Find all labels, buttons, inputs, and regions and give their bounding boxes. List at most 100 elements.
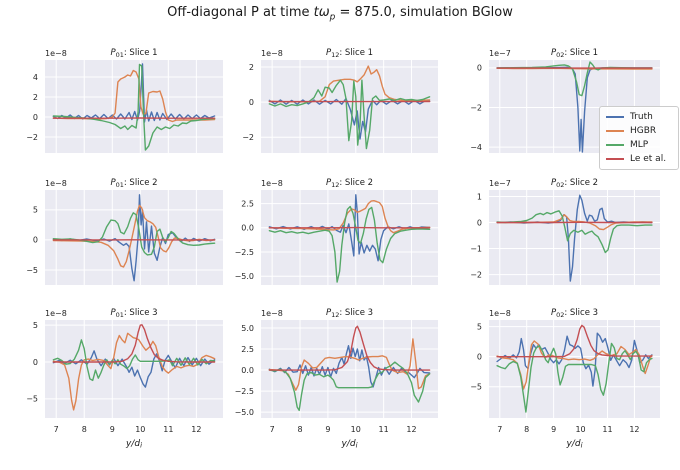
subplot-title: P12: Slice 2: [326, 178, 373, 189]
y-tick-label: 0: [477, 64, 482, 73]
plot-lines: [268, 65, 431, 150]
series-line-le: [496, 324, 653, 358]
legend-label-truth: Truth: [630, 112, 653, 122]
axes-background: [45, 190, 223, 285]
legend-line-icon-le: [606, 158, 624, 160]
figure-title-post: = 875.0, simulation BGlow: [335, 5, 513, 20]
x-tick-label: 12: [629, 425, 639, 434]
series-line-hgbr: [268, 65, 431, 103]
subplot-p12-slice2: 2.5 0.0 −2.5 −5.0 1e−8 P12: Slice 2: [235, 178, 438, 285]
y-tick-label: −2.5: [235, 387, 254, 396]
legend-label-mlp: MLP: [630, 140, 649, 150]
figure-title-sub: p: [329, 12, 336, 23]
y-tick-label: 5: [33, 321, 38, 330]
series-line-hgbr: [52, 332, 216, 411]
subplot-p01-slice1: 4 2 0 −2 1e−8 P01: Slice 1: [26, 48, 223, 153]
legend-label-hgbr: HGBR: [630, 126, 657, 136]
y-offset-label: 1e−8: [489, 309, 511, 318]
legend: Truth HGBR MLP Le et al.: [599, 106, 679, 170]
series-line-hgbr: [268, 338, 431, 391]
y-tick-label: 2.5: [241, 345, 254, 354]
x-axis-label: y/di: [565, 439, 582, 450]
legend-item-le: Le et al.: [606, 154, 672, 164]
series-line-truth: [268, 345, 431, 388]
subplot-p01-slice3: 5 0 −5 1e−8 P01: Slice 3 7 8 9 10 11 12 y/di: [26, 308, 223, 450]
y-tick-label: −2.5: [235, 248, 254, 257]
y-tick-label: −5.0: [235, 272, 254, 281]
y-tick-label: −4: [470, 143, 482, 152]
y-offset-label: 1e−8: [45, 49, 67, 58]
y-offset-label: 1e−8: [45, 309, 67, 318]
subplot-title: P01: Slice 1: [110, 48, 157, 59]
figure-title-math: tω: [313, 5, 330, 20]
series-line-le: [52, 324, 216, 363]
y-tick-label: 0.0: [241, 366, 254, 375]
legend-line-icon-hgbr: [606, 130, 624, 132]
plot-lines: [52, 194, 216, 282]
legend-item-hgbr: HGBR: [606, 126, 672, 136]
y-tick-label: 2.5: [241, 199, 254, 208]
series-line-mlp: [52, 63, 216, 151]
x-axis-label: y/di: [340, 439, 357, 450]
subplot-title: P02: Slice 2: [551, 178, 598, 189]
y-tick-label: −2: [242, 133, 254, 142]
series-line-hgbr: [496, 340, 653, 390]
x-tick-label: 10: [575, 425, 585, 434]
legend-label-le: Le et al.: [630, 154, 667, 164]
subplot-title: P01: Slice 3: [110, 308, 157, 319]
x-tick-label: 7: [497, 425, 502, 434]
x-tick-label: 11: [163, 425, 173, 434]
x-tick-label: 9: [110, 425, 115, 434]
series-line-mlp: [268, 361, 431, 412]
plot-lines: [52, 63, 216, 151]
x-tick-label: 11: [379, 425, 389, 434]
y-tick-label: 0: [33, 113, 38, 122]
subplot-title: P02: Slice 3: [551, 308, 598, 319]
y-tick-label: −1: [470, 244, 482, 253]
x-tick-label: 11: [602, 425, 612, 434]
y-tick-label: 2: [33, 93, 38, 102]
y-tick-label: 0: [33, 236, 38, 245]
series-line-mlp: [496, 342, 653, 413]
y-tick-label: 2: [249, 63, 254, 72]
x-tick-label: 12: [191, 425, 201, 434]
y-offset-label: 1e−8: [261, 179, 283, 188]
subplot-title: P01: Slice 2: [110, 178, 157, 189]
x-tick-label: 8: [82, 425, 87, 434]
y-tick-label: 0: [477, 352, 482, 361]
plot-lines: [496, 194, 653, 282]
y-offset-label: 1e−8: [261, 49, 283, 58]
series-line-le: [268, 325, 431, 371]
y-offset-label: 1e−8: [261, 309, 283, 318]
y-tick-label: 0: [477, 218, 482, 227]
y-tick-label: 5.0: [241, 324, 254, 333]
plot-lines: [52, 324, 216, 411]
series-line-truth: [496, 332, 653, 387]
y-tick-label: 1: [477, 192, 482, 201]
axes-background: [261, 190, 438, 285]
series-line-truth: [496, 194, 653, 282]
x-tick-label: 12: [406, 425, 416, 434]
subplot-title: P12: Slice 1: [326, 48, 373, 59]
x-axis-label: y/di: [125, 439, 142, 450]
legend-item-truth: Truth: [606, 112, 672, 122]
x-tick-label: 7: [270, 425, 275, 434]
x-tick-label: 9: [551, 425, 556, 434]
subplot-p12-slice1: 2 0 −2 1e−8 P12: Slice 1: [242, 48, 438, 153]
plot-lines: [268, 194, 431, 283]
y-tick-label: 0: [33, 358, 38, 367]
y-tick-label: 0.0: [241, 224, 254, 233]
axes-background: [45, 320, 223, 418]
figure-title: Off-diagonal P at time tωp = 875.0, simu…: [0, 5, 680, 23]
subplot-title: P12: Slice 3: [326, 308, 373, 319]
y-tick-label: 5: [33, 206, 38, 215]
x-tick-label: 9: [325, 425, 330, 434]
subplot-title: P02: Slice 1: [551, 48, 598, 59]
series-line-mlp: [268, 205, 431, 283]
axes-background: [489, 320, 660, 418]
series-line-hgbr: [52, 69, 216, 123]
y-tick-label: −5: [26, 266, 38, 275]
plot-lines: [268, 325, 431, 412]
